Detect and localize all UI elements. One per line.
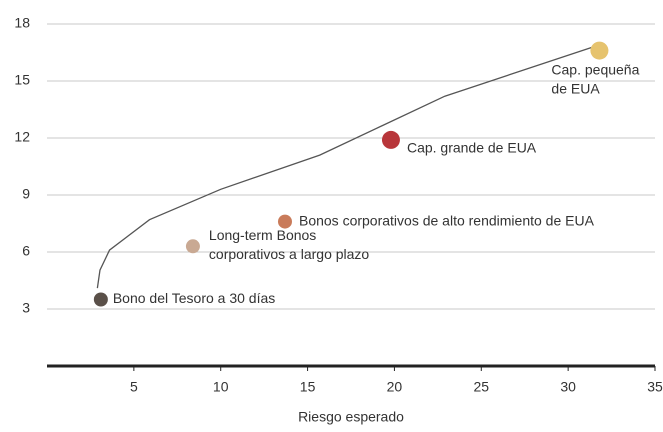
y-tick-label: 15	[14, 72, 30, 88]
point-label: Bonos corporativos de alto rendimiento d…	[299, 212, 595, 228]
frontier-line	[96, 44, 600, 289]
point	[381, 130, 400, 149]
point-label: de EUA	[551, 80, 600, 96]
point	[185, 239, 200, 254]
x-axis-label: Riesgo esperado	[298, 409, 404, 425]
y-tick-label: 12	[14, 129, 30, 145]
x-tick-label: 5	[130, 379, 138, 395]
x-tick-label: 20	[387, 379, 403, 395]
y-tick-label: 18	[14, 15, 30, 31]
x-tick-label: 15	[300, 379, 316, 395]
point-label: Bono del Tesoro a 30 días	[113, 290, 275, 306]
point	[93, 292, 108, 307]
point	[590, 41, 609, 60]
x-tick-label: 30	[560, 379, 576, 395]
point-label: Cap. pequeña	[551, 61, 639, 77]
point	[277, 214, 292, 229]
y-tick-label: 6	[22, 243, 30, 259]
x-tick-label: 35	[647, 379, 663, 395]
y-tick-label: 9	[22, 186, 30, 202]
x-tick-label: 25	[473, 379, 489, 395]
x-tick-label: 10	[213, 379, 229, 395]
point-label: Cap. grande de EUA	[407, 140, 537, 156]
y-tick-label: 3	[22, 300, 30, 316]
point-label: corporativos a largo plazo	[209, 246, 370, 262]
point-label: Long-term Bonos	[209, 227, 316, 243]
